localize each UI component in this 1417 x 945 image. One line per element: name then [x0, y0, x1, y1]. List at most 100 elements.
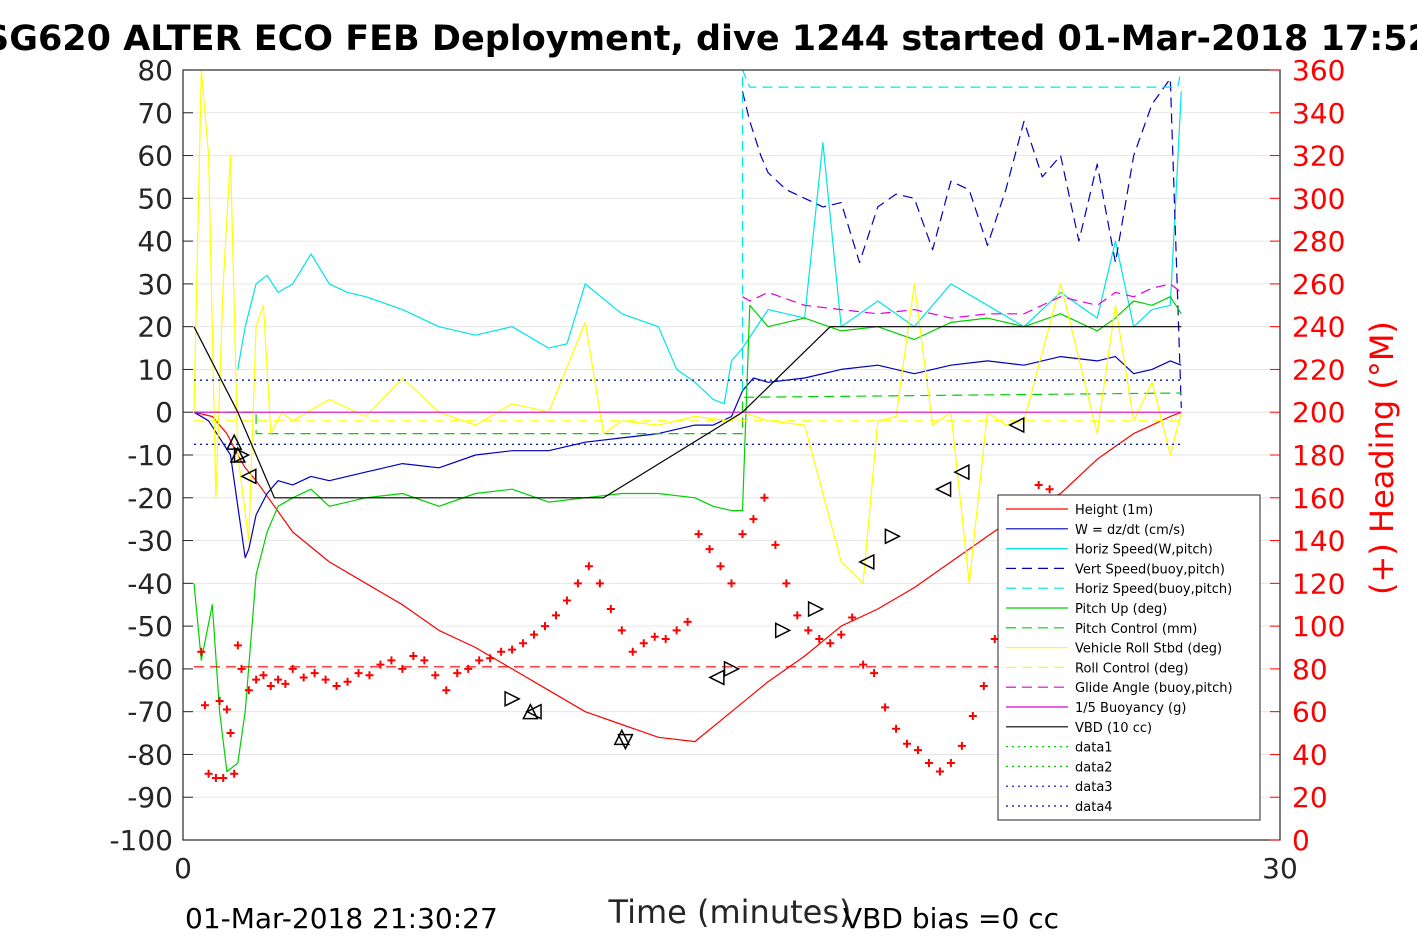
legend-label: Vehicle Roll Stbd (deg) — [1075, 642, 1222, 657]
heading-point — [650, 632, 659, 641]
right-tick-label: 100 — [1292, 610, 1345, 643]
heading-point — [913, 746, 922, 755]
heading-point — [848, 613, 857, 622]
heading-point — [968, 711, 977, 720]
heading-point — [475, 656, 484, 665]
right-tick-label: 80 — [1292, 653, 1328, 686]
heading-point — [519, 639, 528, 648]
turn-marker — [240, 468, 257, 485]
right-tick-label: 340 — [1292, 97, 1345, 130]
left-tick-label: -100 — [109, 824, 173, 857]
left-tick-label: 50 — [137, 182, 173, 215]
series-line-0 — [193, 411, 1182, 743]
right-tick-label: 20 — [1292, 781, 1328, 814]
right-tick-label: 60 — [1292, 696, 1328, 729]
right-tick-label: 180 — [1292, 439, 1345, 472]
right-tick-label: 280 — [1292, 225, 1345, 258]
heading-point — [727, 579, 736, 588]
x-axis-ticks: 0 30 — [174, 830, 1298, 885]
left-tick-label: -60 — [127, 653, 173, 686]
legend-label: data4 — [1075, 800, 1113, 815]
heading-point — [771, 540, 780, 549]
heading-point — [551, 611, 560, 620]
heading-point — [226, 729, 235, 738]
series-line-5 — [193, 296, 1182, 773]
heading-point — [957, 741, 966, 750]
left-tick-label: -10 — [127, 439, 173, 472]
right-tick-label: 140 — [1292, 525, 1345, 558]
heading-point — [639, 639, 648, 648]
heading-point — [274, 675, 283, 684]
heading-point — [244, 686, 253, 695]
heading-point — [464, 664, 473, 673]
legend-label: Roll Control (deg) — [1075, 661, 1189, 676]
series-line-11 — [193, 326, 1182, 499]
left-tick-label: -50 — [127, 610, 173, 643]
heading-point — [398, 664, 407, 673]
legend-label: data1 — [1075, 741, 1113, 756]
heading-point — [215, 696, 224, 705]
legend-label: Pitch Up (deg) — [1075, 602, 1167, 617]
heading-point — [562, 596, 571, 605]
legend-label: Horiz Speed(buoy,pitch) — [1075, 582, 1232, 597]
x-axis-label: Time (minutes) — [608, 893, 852, 931]
heading-point — [332, 682, 341, 690]
legend-label: Vert Speed(buoy,pitch) — [1075, 562, 1225, 577]
heading-point — [508, 645, 517, 654]
start-timestamp: 01-Mar-2018 21:30:27 — [185, 902, 498, 935]
chart-title: SG620 ALTER ECO FEB Deployment, dive 124… — [0, 19, 1417, 59]
heading-point — [321, 675, 330, 684]
left-tick-label: 70 — [137, 97, 173, 130]
heading-point — [288, 664, 297, 673]
left-tick-label: 20 — [137, 311, 173, 344]
left-tick-label: 80 — [137, 54, 173, 87]
heading-point — [716, 562, 725, 571]
heading-point — [1045, 485, 1054, 494]
turn-marker — [233, 446, 251, 464]
right-tick-label: 40 — [1292, 738, 1328, 771]
heading-point — [892, 724, 901, 733]
legend-label: data2 — [1075, 760, 1113, 775]
turn-marker — [774, 622, 792, 639]
heading-point — [259, 671, 268, 680]
right-tick-label: 0 — [1292, 824, 1310, 857]
heading-point — [1034, 480, 1043, 489]
series-layer — [193, 69, 1182, 773]
heading-point — [815, 634, 824, 643]
left-tick-label: -40 — [127, 567, 173, 600]
left-tick-label: 60 — [137, 140, 173, 173]
heading-point — [204, 769, 213, 778]
heading-point — [354, 669, 363, 678]
series-line-4 — [741, 69, 1182, 391]
heading-point — [197, 647, 206, 656]
left-axis-ticks: 80 70 60 50 40 30 20 10 0 -10 -20 -30 -40 -50 -60 -70 -8… — [109, 54, 193, 857]
x-tick-label: 0 — [174, 852, 192, 885]
turn-marker — [858, 553, 875, 571]
right-tick-label: 320 — [1292, 140, 1345, 173]
right-tick-label: 220 — [1292, 353, 1345, 386]
heading-point — [310, 669, 319, 678]
series-line-1 — [193, 356, 1182, 559]
heading-point — [672, 626, 681, 635]
turn-marker — [525, 703, 542, 720]
left-tick-label: 0 — [155, 396, 173, 429]
heading-point — [442, 686, 451, 695]
heading-point — [870, 669, 879, 678]
series-line-9 — [742, 283, 1182, 319]
heading-point — [343, 677, 352, 686]
turn-marker — [807, 600, 825, 618]
heading-point — [211, 773, 220, 782]
heading-point — [222, 705, 231, 714]
heading-point — [617, 626, 626, 635]
turn-marker — [884, 528, 902, 545]
legend-label: W = dz/dt (cm/s) — [1075, 523, 1185, 538]
right-tick-label: 260 — [1292, 268, 1345, 301]
heading-point — [924, 759, 933, 767]
heading-point — [628, 647, 637, 656]
heading-point — [387, 656, 396, 665]
right-tick-label: 160 — [1292, 482, 1345, 515]
right-tick-label: 200 — [1292, 396, 1345, 429]
right-tick-label: 360 — [1292, 54, 1345, 87]
heading-point — [365, 671, 374, 680]
turn-marker — [934, 481, 952, 498]
